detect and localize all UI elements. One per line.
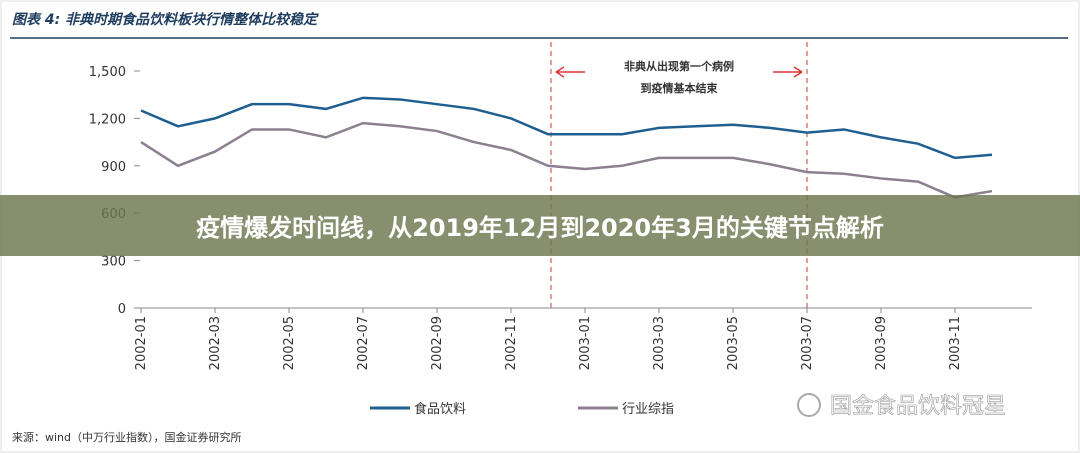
- series-line: [140, 96, 993, 160]
- series-line: [140, 121, 993, 199]
- y-tick-label: 300: [101, 255, 126, 270]
- x-tick-label: 2003-03: [652, 316, 667, 370]
- x-tick-label: 2003-07: [800, 316, 815, 370]
- x-tick-label: 2003-05: [726, 316, 741, 370]
- x-tick-label: 2002-01: [134, 316, 149, 370]
- annotation: 非典从出现第一个病例: [624, 59, 734, 73]
- legend-label: 食品饮料: [414, 401, 466, 417]
- x-tick-label: 2002-03: [208, 316, 223, 370]
- y-tick-label: 900: [101, 160, 126, 175]
- x-tick-label: 2002-07: [356, 316, 371, 370]
- y-tick-label: 1,500: [89, 65, 126, 80]
- legend-label: 行业综指: [622, 402, 674, 417]
- y-tick-label: 1,200: [89, 112, 126, 127]
- source: 来源：wind（中万行业指数），国金证券研究所: [12, 430, 242, 444]
- annotation: 到疫情基本结束: [641, 81, 719, 95]
- banner: 疫情爆发时间线，从2019年12月到2020年3月的关键节点解析: [0, 195, 1080, 256]
- x-tick-label: 2002-11: [504, 316, 519, 370]
- watermark: 国金食品饮料冠星: [830, 394, 1006, 419]
- x-tick-label: 2003-09: [874, 316, 889, 370]
- x-tick-label: 2003-01: [578, 316, 593, 370]
- arrows: [555, 66, 803, 78]
- chart-title: 图表 4: 非典时期食品饮料板块行情整体比较稳定: [12, 11, 319, 28]
- watermark-icon: [797, 393, 821, 417]
- y-tick-label: 0: [118, 302, 126, 317]
- x-tick-label: 2003-11: [948, 316, 963, 370]
- x-tick-label: 2002-05: [282, 316, 297, 370]
- x-tick-label: 2002-09: [430, 316, 445, 370]
